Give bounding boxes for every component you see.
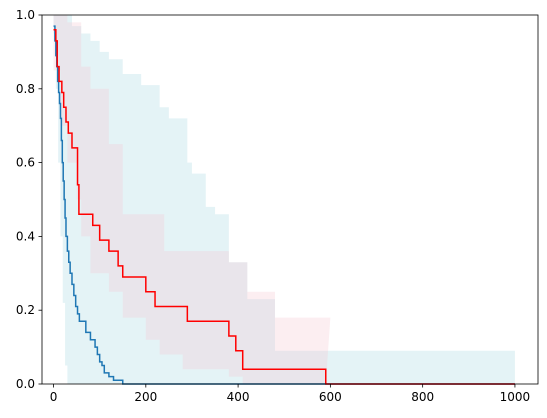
plot-frame (41, 14, 539, 385)
y-tick-label: 0.8 (16, 82, 35, 96)
series-lines (53, 25, 515, 385)
y-tick-label: 0.6 (16, 156, 35, 170)
x-tick-label: 200 (134, 390, 157, 404)
confidence-band-0 (53, 15, 515, 384)
y-axis: 0.0 0.2 0.4 0.6 0.8 1.0 (16, 8, 42, 391)
y-tick-label: 0.2 (16, 303, 35, 317)
x-tick-label: 0 (50, 390, 58, 404)
confidence-bands (53, 15, 515, 384)
series-line-0 (53, 25, 515, 385)
confidence-band-1 (53, 15, 331, 384)
series-line-1 (53, 29, 515, 385)
x-axis: 0 200 400 600 800 1000 (50, 384, 530, 404)
x-tick-label: 1000 (500, 390, 531, 404)
x-tick-label: 400 (227, 390, 250, 404)
y-tick-label: 1.0 (16, 8, 35, 22)
x-tick-label: 600 (319, 390, 342, 404)
y-tick-label: 0.4 (16, 229, 35, 243)
y-tick-label: 0.0 (16, 377, 35, 391)
x-tick-label: 800 (411, 390, 434, 404)
